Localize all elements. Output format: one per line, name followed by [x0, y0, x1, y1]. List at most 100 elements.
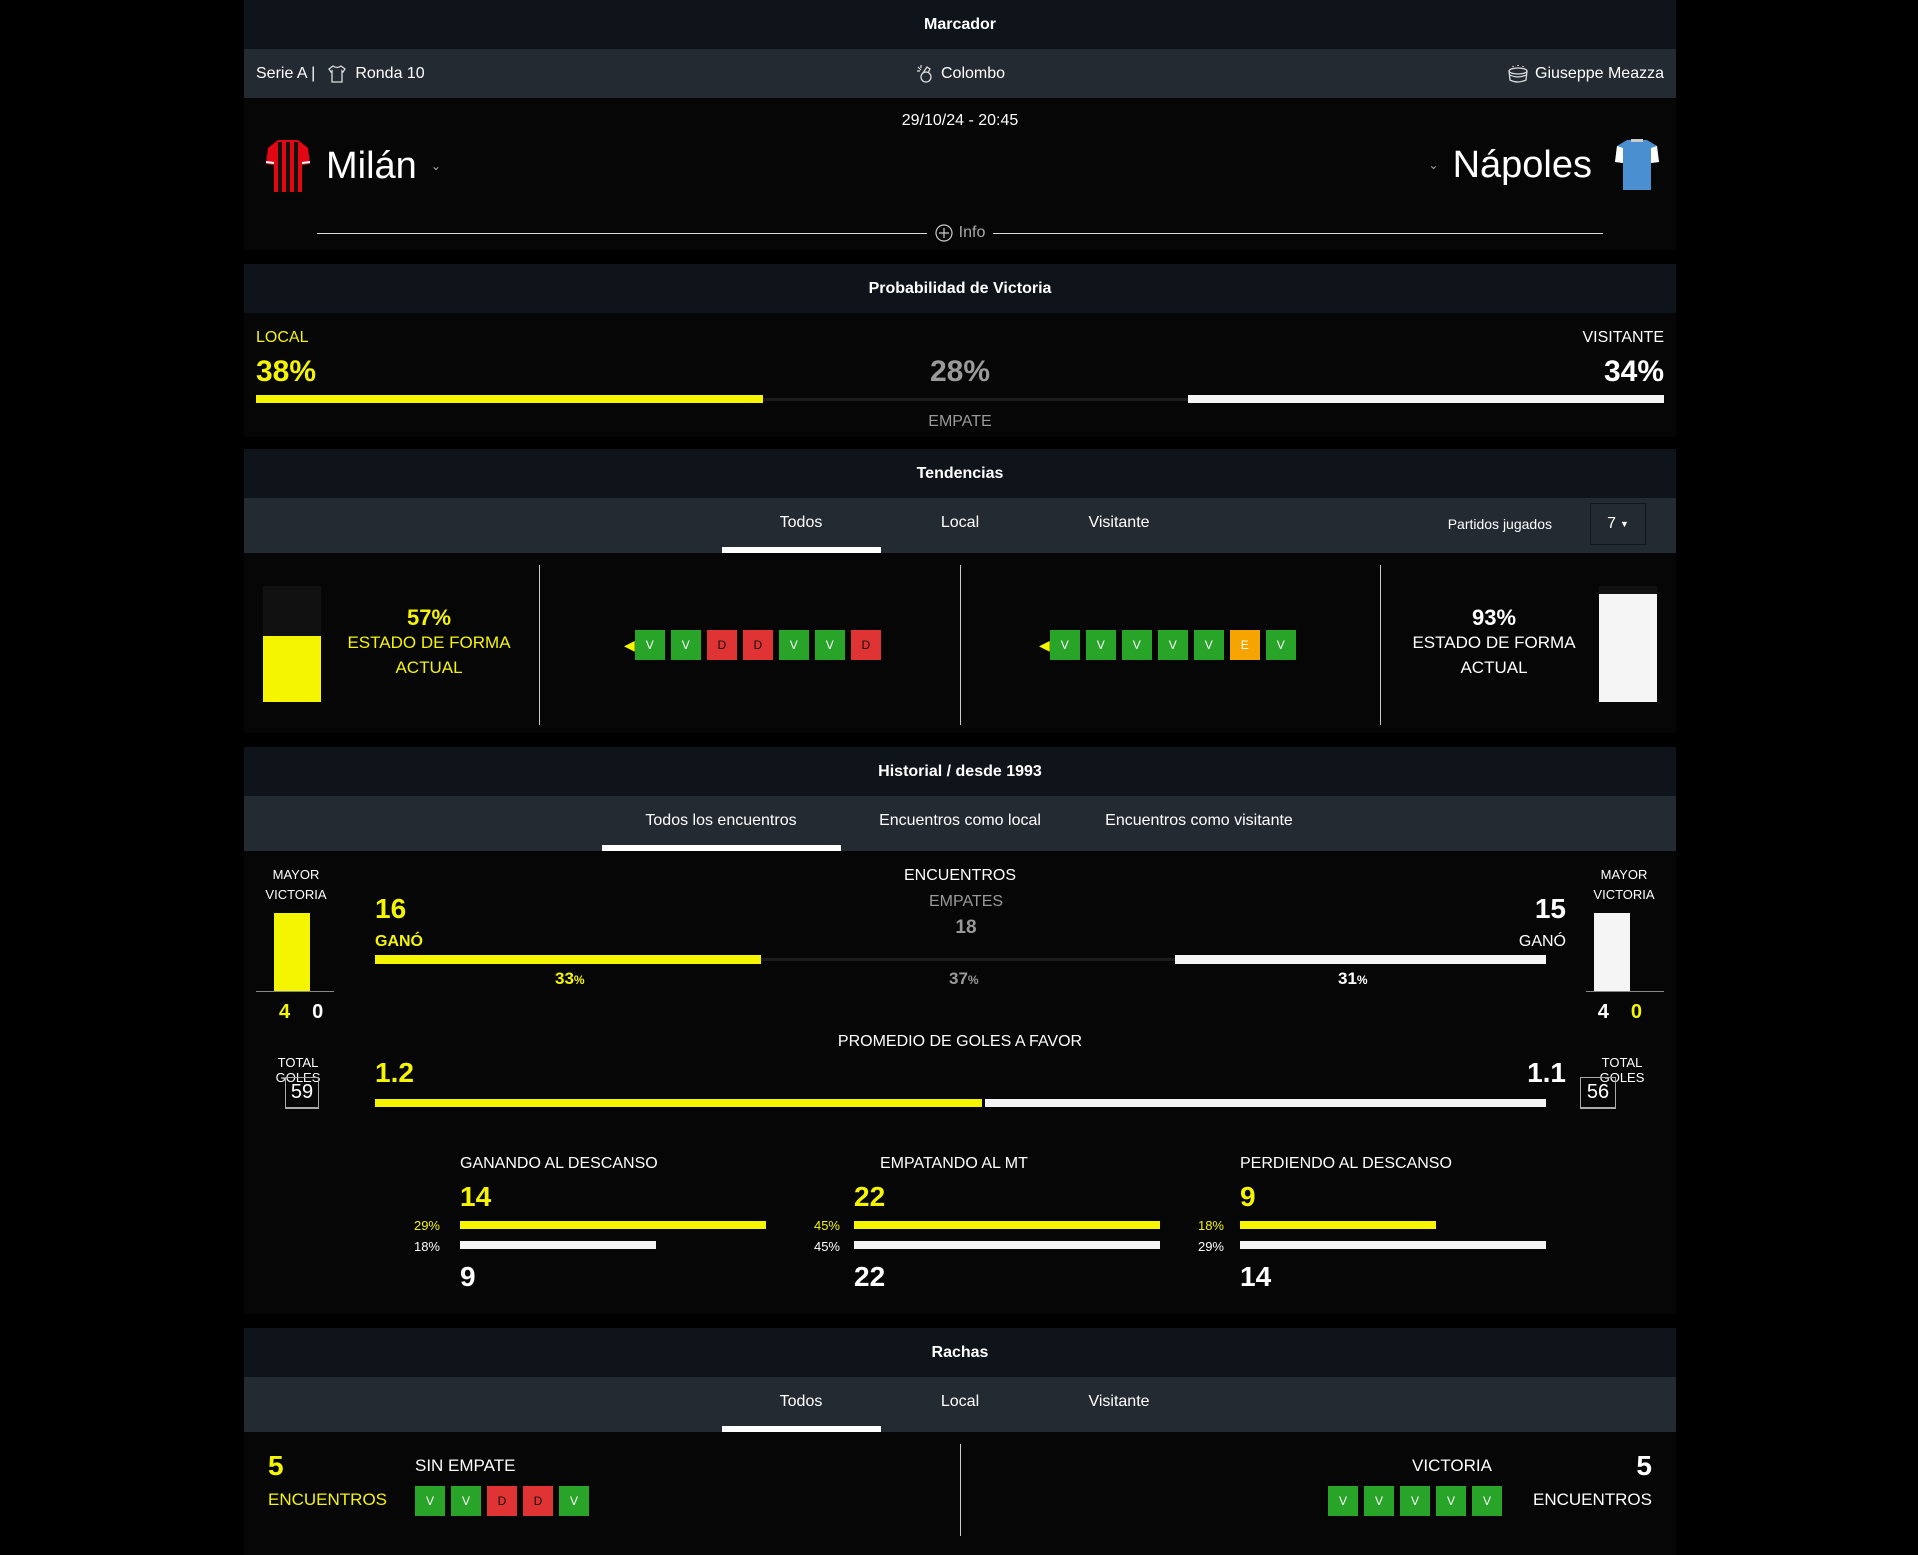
home-streak-unit: ENCUENTROS	[268, 1490, 388, 1509]
result-chip: V	[1400, 1486, 1430, 1516]
away-streak-results: V V V V V	[1328, 1486, 1502, 1516]
result-chip: E	[1229, 630, 1260, 660]
result-chip: V	[1265, 630, 1296, 660]
away-win-pct: 31%	[1338, 969, 1368, 989]
away-team-name: Nápoles	[1452, 143, 1592, 186]
home-streak-count: 5	[268, 1450, 284, 1481]
away-probability-bar	[1188, 395, 1664, 403]
away-form-pct: 93%	[1471, 605, 1517, 630]
biggest-win-label: MAYOR	[1600, 867, 1648, 882]
score-for: 4	[279, 1001, 291, 1023]
competition-link[interactable]: Serie A |	[256, 64, 316, 82]
chevron-down-icon[interactable]: ⌄	[1428, 158, 1439, 172]
result-chip: D	[487, 1486, 517, 1516]
draw-label: EMPATE	[928, 413, 992, 430]
away-biggest-win: MAYOR VICTORIA	[1584, 865, 1664, 905]
halftime-label: PERDIENDO AL DESCANSO	[1240, 1155, 1452, 1172]
stadium-icon	[1507, 64, 1529, 84]
home-shirt-icon	[264, 138, 312, 194]
result-chip: V	[1121, 630, 1152, 660]
away-total-goals: 56	[1580, 1077, 1616, 1109]
draws-value: 18	[955, 917, 977, 938]
chevron-down-icon[interactable]: ⌄	[430, 159, 441, 173]
tab-visitante[interactable]: Visitante	[1088, 513, 1150, 531]
plus-circle-icon	[935, 224, 953, 242]
away-wins: 15	[1534, 893, 1566, 924]
caret-down-icon: ▼	[1619, 519, 1629, 529]
halftime-home-value: 9	[1240, 1181, 1256, 1212]
halftime-away-value: 22	[854, 1261, 886, 1292]
away-form-meter	[1599, 586, 1657, 702]
home-biggest-win: MAYOR VICTORIA	[256, 865, 336, 905]
result-chip: D	[742, 630, 773, 660]
away-won-label: GANÓ	[1518, 933, 1566, 950]
match-datetime: 29/10/24 - 20:45	[901, 112, 1019, 129]
shirt-round-icon	[327, 64, 347, 84]
tab-all-matches[interactable]: Todos los encuentros	[601, 796, 841, 851]
avg-goals-label: PROMEDIO DE GOLES A FAVOR	[837, 1033, 1083, 1050]
halftime-away-pct: 18%	[413, 1239, 440, 1254]
tab-local[interactable]: Local	[940, 513, 980, 531]
away-streak-count: 5	[1636, 1450, 1652, 1481]
wins-bar	[375, 955, 1546, 964]
biggest-win-label-2: VICTORIA	[265, 887, 327, 902]
home-streak-label: SIN EMPATE	[415, 1456, 516, 1475]
info-toggle[interactable]: Info	[927, 224, 994, 242]
stadium-name: Giuseppe Meazza	[1535, 64, 1664, 82]
away-label: VISITANTE	[1582, 329, 1665, 346]
matches-played-select[interactable]: 7 ▼	[1590, 503, 1646, 545]
round-label: Ronda 10	[355, 64, 425, 82]
home-win-pct: 33%	[555, 969, 585, 989]
trends-section: Tendencias Todos Local Visitante Partido…	[244, 449, 1676, 733]
probability-title: Probabilidad de Victoria	[244, 264, 1676, 313]
halftime-home-pct: 45%	[813, 1218, 840, 1233]
probability-bar	[256, 395, 1664, 403]
streaks-title: Rachas	[244, 1328, 1676, 1377]
away-team[interactable]: ⌄ Nápoles	[1429, 138, 1660, 192]
pct-value: 33	[555, 969, 574, 988]
result-chip: V	[670, 630, 701, 660]
halftime-away-value: 14	[1240, 1261, 1272, 1292]
tab-todos[interactable]: Todos	[721, 1377, 881, 1432]
away-form-label-2: ACTUAL	[1460, 658, 1528, 677]
whistle-icon	[915, 64, 935, 84]
pct-sign: %	[1356, 973, 1368, 987]
arrow-left-icon: ◀	[1039, 636, 1050, 653]
tab-away-matches[interactable]: Encuentros como visitante	[1105, 811, 1293, 829]
away-streak-unit: ENCUENTROS	[1532, 1490, 1652, 1509]
info-divider: Info	[317, 224, 1603, 242]
arrow-left-icon: ◀	[624, 636, 635, 653]
home-avg-goals: 1.2	[375, 1057, 414, 1088]
win-probability-section: Probabilidad de Victoria LOCAL 38% 28% V…	[244, 264, 1676, 437]
halftime-stats: GANANDO AL DESCANSO 14 29% 18% 9 EMPATAN…	[244, 1155, 1676, 1305]
streaks-tabs: Todos Local Visitante	[244, 1377, 1676, 1432]
halftime-away-pct: 45%	[813, 1239, 840, 1254]
home-won-label: GANÓ	[375, 933, 423, 950]
home-form-label-2: ACTUAL	[395, 658, 463, 677]
result-chip: V	[778, 630, 809, 660]
result-chip: V	[1328, 1486, 1358, 1516]
tab-todos[interactable]: Todos	[721, 498, 881, 553]
away-probability: 34%	[1603, 355, 1664, 388]
result-chip: D	[850, 630, 881, 660]
tab-home-matches[interactable]: Encuentros como local	[879, 811, 1041, 829]
home-team[interactable]: Milán ⌄	[264, 138, 441, 194]
halftime-away-pct: 29%	[1197, 1239, 1224, 1254]
streaks-section: Rachas Todos Local Visitante 5 ENCUENTRO…	[244, 1328, 1676, 1555]
home-streak-results: V V D D V	[415, 1486, 589, 1516]
teams-row: 29/10/24 - 20:45 Milán ⌄ ⌄ Nápoles	[244, 98, 1676, 250]
result-chip: V	[1364, 1486, 1394, 1516]
tab-local[interactable]: Local	[940, 1392, 980, 1410]
away-results-strip: ◀ V V V V V E V	[1039, 630, 1296, 660]
home-probability-bar	[256, 395, 763, 403]
home-form-text: 57% ESTADO DE FORMA ACTUAL	[339, 605, 519, 680]
result-chip: D	[523, 1486, 553, 1516]
result-chip: V	[1085, 630, 1116, 660]
draw-probability: 28%	[929, 355, 991, 388]
match-page: Marcador Serie A | Ronda 10 Colombo Gius…	[244, 0, 1676, 1555]
result-chip: V	[1193, 630, 1224, 660]
tab-visitante[interactable]: Visitante	[1088, 1392, 1150, 1410]
scoreboard-section: Marcador Serie A | Ronda 10 Colombo Gius…	[244, 0, 1676, 250]
halftime-away-value: 9	[460, 1261, 476, 1292]
home-form-meter	[263, 586, 321, 702]
